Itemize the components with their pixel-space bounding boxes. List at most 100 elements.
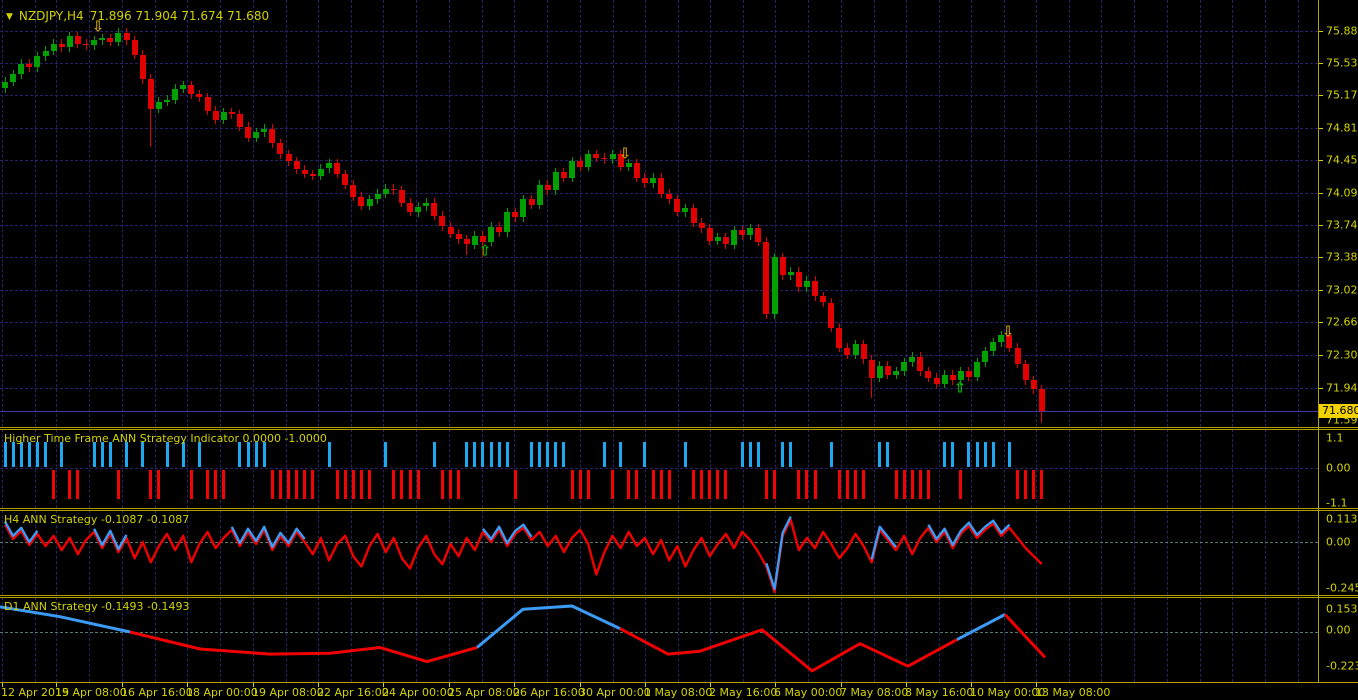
vertical-gridline (841, 0, 842, 427)
bear-candle-body (334, 163, 341, 174)
vertical-gridline (122, 597, 123, 682)
bull-candle-body (901, 362, 908, 372)
htf-down-bar (570, 470, 574, 499)
bear-candle-body (309, 174, 316, 176)
vertical-gridline (677, 0, 679, 427)
vertical-gridline (219, 597, 221, 682)
bull-candle-body (682, 208, 689, 212)
vertical-gridline (56, 510, 57, 595)
bull-candle-body (552, 172, 559, 191)
d1-blue-line (0, 605, 131, 634)
time-tick (253, 683, 254, 687)
time-axis-label: 12 Apr 2019 (1, 686, 70, 699)
vertical-gridline (775, 510, 776, 595)
vertical-gridline (88, 597, 90, 682)
time-tick (122, 683, 123, 687)
htf-up-bar (254, 442, 258, 467)
vertical-gridline (775, 0, 776, 427)
vertical-gridline (873, 0, 875, 427)
price-tick (1318, 160, 1323, 162)
bull-candle-body (650, 177, 656, 183)
price-gridline (0, 289, 1318, 291)
htf-up-bar (505, 442, 509, 467)
time-tick (906, 683, 907, 687)
symbol-dropdown-icon[interactable]: ▼ (6, 12, 13, 22)
price-tick (1318, 127, 1323, 129)
vertical-gridline (318, 0, 319, 427)
price-gridline (0, 31, 1318, 32)
price-tick (1318, 193, 1323, 194)
vertical-gridline (971, 0, 972, 427)
price-tick (1318, 62, 1323, 64)
vertical-gridline (612, 597, 614, 682)
htf-down-bar (278, 470, 282, 499)
vertical-gridline (546, 510, 548, 595)
candle-wick (466, 234, 468, 256)
vertical-gridline (1003, 597, 1005, 682)
htf-down-bar (797, 470, 801, 499)
time-axis-label: 18 Apr 00:00 (186, 686, 258, 699)
window-separator (0, 597, 1358, 598)
bull-candle-body (261, 128, 268, 133)
htf-down-bar (724, 470, 728, 499)
htf-up-bar (546, 442, 550, 467)
h4-red-line (3, 518, 1043, 594)
bear-candle-body (917, 356, 924, 372)
h4-indicator-title: H4 ANN Strategy -0.1087 -0.1087 (4, 513, 190, 526)
vertical-gridline (253, 0, 254, 427)
chart-title: ▼ NZDJPY,H4 71.896 71.904 71.674 71.680 (6, 5, 269, 24)
htf-up-bar (538, 442, 542, 467)
price-tick (1318, 387, 1323, 389)
bull-candle-body (172, 88, 179, 100)
vertical-gridline (122, 0, 123, 427)
price-gridline (0, 127, 1318, 129)
time-axis-label: 26 Apr 16:00 (513, 686, 585, 699)
bull-candle-body (50, 43, 57, 51)
sell-arrow-icon: ⇩ (618, 144, 632, 163)
time-axis-label: 15 Apr 08:00 (55, 686, 127, 699)
window-separator (0, 510, 1358, 511)
vertical-gridline (285, 0, 287, 427)
htf-up-bar (643, 442, 647, 467)
htf-down-bar (76, 470, 80, 499)
bull-candle-body (326, 163, 332, 169)
htf-up-bar (602, 442, 606, 467)
vertical-gridline (807, 597, 809, 682)
vertical-gridline (1134, 510, 1136, 595)
bear-candle-body (820, 296, 827, 303)
symbol-period-label: NZDJPY,H4 (18, 9, 84, 23)
bear-candle-body (245, 126, 251, 138)
htf-up-bar (554, 442, 558, 467)
bear-candle-body (228, 112, 235, 115)
htf-down-bar (392, 470, 396, 499)
time-axis-label: 22 Apr 16:00 (317, 686, 389, 699)
htf-up-bar (1007, 442, 1011, 467)
bear-candle-body (698, 222, 705, 229)
bull-candle-body (787, 271, 794, 276)
vertical-gridline (807, 510, 809, 595)
bear-candle-body (139, 54, 146, 79)
price-axis-label: 71.940 (1326, 381, 1358, 395)
time-tick (710, 683, 711, 687)
bear-candle-body (933, 377, 940, 384)
bear-candle-body (236, 114, 243, 127)
vertical-gridline (1232, 597, 1234, 682)
htf-down-bar (910, 470, 914, 499)
time-axis-label: 16 Apr 16:00 (121, 686, 193, 699)
bull-candle-body (253, 132, 260, 138)
htf-up-bar (384, 442, 388, 467)
vertical-gridline (383, 597, 384, 682)
bear-candle-body (844, 347, 851, 355)
vertical-gridline (612, 510, 614, 595)
vertical-gridline (1264, 510, 1266, 595)
vertical-gridline (841, 597, 842, 682)
vertical-gridline (1264, 597, 1266, 682)
bid-price-badge: 71.680 (1319, 404, 1358, 418)
htf-down-bar (359, 470, 363, 499)
buy-arrow-icon: ⇧ (953, 378, 967, 397)
price-gridline (0, 224, 1318, 226)
htf-down-bar (408, 470, 412, 499)
price-gridline (0, 95, 1318, 97)
bull-candle-body (974, 362, 980, 377)
